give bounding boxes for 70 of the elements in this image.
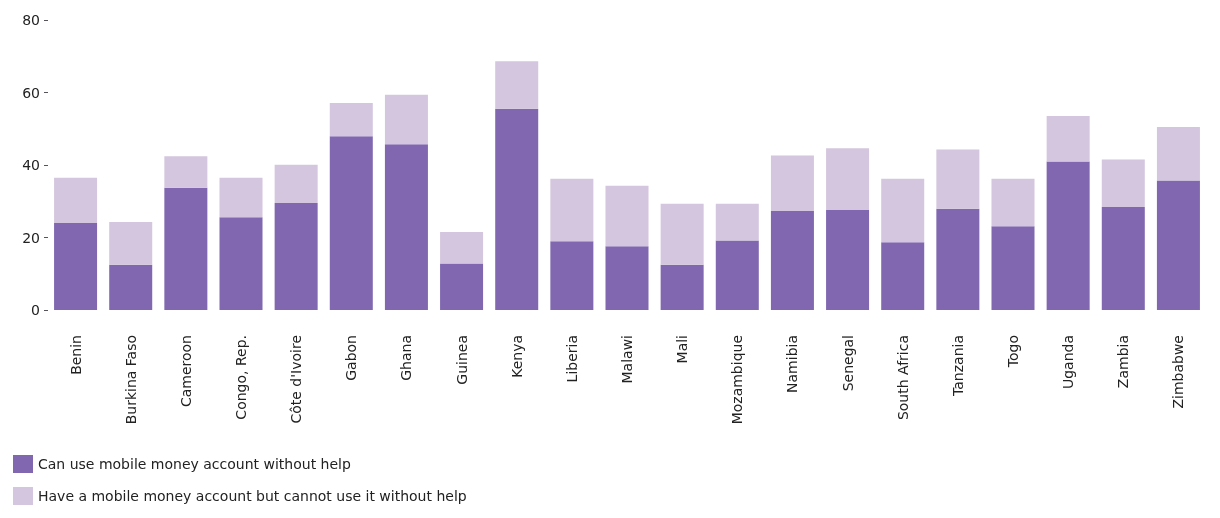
bar xyxy=(495,61,539,109)
bar xyxy=(660,203,704,265)
x-tick-label: Senegal xyxy=(839,335,856,392)
bar xyxy=(164,156,208,188)
x-tick-label: Congo, Rep. xyxy=(233,335,249,420)
bar xyxy=(605,246,649,310)
x-tick-label: Togo xyxy=(1005,335,1021,369)
bar xyxy=(550,178,594,242)
legend-label: Have a mobile money account but cannot use it without help xyxy=(38,488,467,504)
bar xyxy=(329,136,373,310)
x-tick-label: Kenya xyxy=(508,335,525,378)
bar xyxy=(605,185,649,247)
bar xyxy=(881,178,925,243)
y-tick-label: 20 xyxy=(22,229,40,246)
bar xyxy=(1156,126,1200,181)
bar xyxy=(440,263,484,310)
bar xyxy=(109,264,153,310)
x-tick-label: Cameroon xyxy=(177,335,194,408)
x-tick-label: Mali xyxy=(674,335,691,364)
bar xyxy=(219,177,263,218)
bar xyxy=(936,208,980,310)
bar xyxy=(1046,161,1090,310)
bar xyxy=(54,223,98,310)
x-tick-label: Mozambique xyxy=(729,335,746,425)
bar xyxy=(991,226,1035,310)
y-tick-label: 0 xyxy=(31,302,40,318)
bar xyxy=(274,164,318,204)
bar xyxy=(550,241,594,310)
x-tick-label: Malawi xyxy=(619,335,635,384)
bar xyxy=(1101,207,1145,310)
bar xyxy=(660,264,704,310)
bar xyxy=(274,203,318,310)
bar xyxy=(715,203,759,241)
x-tick-label: Zambia xyxy=(1115,335,1132,389)
bar xyxy=(826,148,870,210)
bar xyxy=(715,240,759,310)
bar xyxy=(495,108,539,310)
legend-label: Can use mobile money account without help xyxy=(38,456,351,472)
bar xyxy=(991,178,1035,227)
bar xyxy=(881,242,925,310)
bar xyxy=(54,177,98,223)
bar xyxy=(1046,116,1090,162)
x-tick-label: Namibia xyxy=(784,335,801,393)
bar xyxy=(329,103,373,137)
bar xyxy=(826,209,870,310)
x-tick-label: Liberia xyxy=(563,335,580,383)
x-tick-label: Guinea xyxy=(453,335,470,385)
x-tick-label: Zimbabwe xyxy=(1170,335,1187,409)
bar xyxy=(384,94,428,145)
y-tick-label: 40 xyxy=(22,157,40,173)
x-tick-label: Tanzania xyxy=(949,335,966,397)
bar xyxy=(440,232,484,264)
bar xyxy=(219,217,263,310)
bar xyxy=(936,149,980,209)
bar xyxy=(384,144,428,310)
bar xyxy=(770,211,814,310)
x-tick-label: Ghana xyxy=(398,335,415,381)
bar xyxy=(770,155,814,212)
y-tick-label: 60 xyxy=(22,84,40,101)
x-tick-label: Uganda xyxy=(1060,335,1077,390)
bar xyxy=(1101,159,1145,208)
x-tick-label: Burkina Faso xyxy=(122,335,139,425)
bar xyxy=(164,187,208,310)
x-tick-label: South Africa xyxy=(894,335,911,421)
x-tick-label: Côte d'Ivoire xyxy=(288,335,305,424)
x-tick-label: Gabon xyxy=(343,335,360,381)
bar xyxy=(1156,180,1200,310)
y-tick-label: 80 xyxy=(22,12,40,28)
x-tick-label: Benin xyxy=(67,335,84,375)
bar xyxy=(109,221,153,265)
